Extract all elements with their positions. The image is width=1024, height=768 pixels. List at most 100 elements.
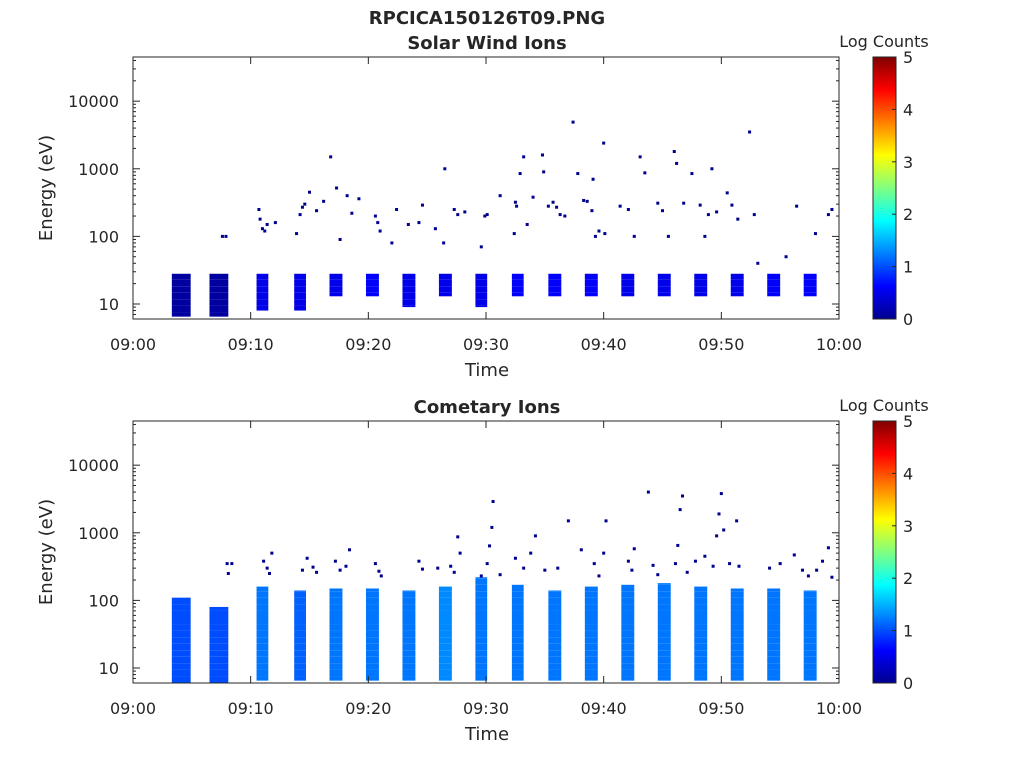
count-point <box>525 222 529 226</box>
heatmap-cell <box>803 630 817 638</box>
heatmap-cell <box>402 273 416 280</box>
heatmap-cell <box>329 676 343 681</box>
heatmap-cell <box>329 591 343 598</box>
count-point <box>748 130 752 134</box>
heatmap-cell <box>730 624 744 631</box>
heatmap-cell <box>365 637 379 644</box>
y-axis: 10 100 1000 10000 <box>68 423 839 684</box>
heatmap-cell <box>803 676 817 681</box>
heatmap-cell <box>438 604 452 611</box>
count-point <box>518 172 522 176</box>
count-point <box>513 556 517 560</box>
heatmap-cell <box>803 604 817 611</box>
heatmap-cell <box>657 676 671 681</box>
heatmap-cell <box>209 643 229 651</box>
heatmap-cell <box>767 637 781 644</box>
count-point <box>558 213 562 217</box>
count-point <box>722 528 726 532</box>
heatmap-cell <box>438 650 452 657</box>
heatmap-cell <box>694 650 708 657</box>
heatmap-cell <box>548 279 562 287</box>
heatmap-cell <box>365 663 379 670</box>
heatmap-cell <box>475 617 488 625</box>
heatmap-cell <box>365 643 379 651</box>
heatmap-cell <box>256 279 269 287</box>
heatmap-cell <box>657 292 671 297</box>
heatmap-cell <box>365 292 379 297</box>
heatmap-cell <box>584 610 598 618</box>
heatmap-cell <box>621 669 635 677</box>
count-point <box>556 566 560 570</box>
heatmap-cell <box>511 597 524 605</box>
heatmap-cell <box>511 637 524 644</box>
heatmap-cell <box>475 299 488 306</box>
count-point <box>260 227 264 231</box>
heatmap-cell <box>294 597 306 605</box>
count-point <box>546 204 550 208</box>
count-point <box>452 570 456 574</box>
heatmap-cell <box>402 676 416 681</box>
heatmap-cell <box>438 617 452 625</box>
count-point <box>488 544 492 548</box>
heatmap-cell <box>621 643 635 651</box>
heatmap-cell <box>402 590 416 592</box>
heatmap-cell <box>730 617 744 625</box>
count-point <box>778 562 782 566</box>
heatmap-cell <box>438 286 452 293</box>
count-point <box>295 232 299 236</box>
heatmap-cell <box>475 676 488 681</box>
heatmap-cell <box>171 305 191 313</box>
heatmap-cell <box>767 588 781 592</box>
heatmap-cell <box>256 630 269 638</box>
heatmap-cell <box>621 624 635 631</box>
heatmap-cell <box>365 597 379 605</box>
heatmap-cell <box>475 292 488 300</box>
heatmap-cell <box>475 656 488 664</box>
heatmap-cell <box>803 669 817 677</box>
count-point <box>390 241 394 245</box>
x-tick-label: 09:30 <box>463 699 509 718</box>
count-point <box>540 153 544 157</box>
heatmap-cell <box>548 624 562 631</box>
heatmap-cell <box>209 610 229 618</box>
x-tick-label: 09:20 <box>345 335 391 354</box>
heatmap-cell <box>694 656 708 664</box>
heatmap-cell <box>329 597 343 605</box>
count-point <box>646 490 650 494</box>
heatmap-cell <box>209 624 229 631</box>
heatmap-cell <box>256 299 269 306</box>
heatmap-cell <box>767 610 781 618</box>
heatmap-cell <box>803 617 817 625</box>
count-point <box>479 574 483 578</box>
heatmap-cell <box>209 606 229 611</box>
heatmap-cell <box>803 610 817 618</box>
x-tick-label: 09:40 <box>581 335 627 354</box>
heatmap-cell <box>438 624 452 631</box>
heatmap-cell <box>694 591 708 598</box>
heatmap-cell <box>694 663 708 670</box>
count-point <box>602 141 606 145</box>
count-point <box>305 556 309 560</box>
heatmap-cell <box>694 610 708 618</box>
heatmap-cell <box>657 610 671 618</box>
heatmap-cell <box>511 286 524 293</box>
heatmap-cell <box>365 650 379 657</box>
colorbar-tick-label: 0 <box>903 674 913 693</box>
colorbar-tick-label: 5 <box>903 48 913 67</box>
heatmap-cell <box>657 591 671 598</box>
count-point <box>379 574 383 578</box>
panel-title: Solar Wind Ions <box>407 33 566 54</box>
heatmap-cell <box>584 669 598 677</box>
count-point <box>728 562 732 566</box>
heatmap-cell <box>621 610 635 618</box>
count-point <box>784 255 788 259</box>
heatmap-cell <box>694 273 708 280</box>
heatmap-cell <box>209 305 229 313</box>
heatmap-cell <box>402 292 416 300</box>
heatmap-cell <box>584 586 598 592</box>
colorbar-scale <box>872 56 897 320</box>
count-point <box>630 568 634 572</box>
count-point <box>273 221 277 225</box>
heatmap-cell <box>548 292 562 297</box>
count-point <box>338 237 342 241</box>
